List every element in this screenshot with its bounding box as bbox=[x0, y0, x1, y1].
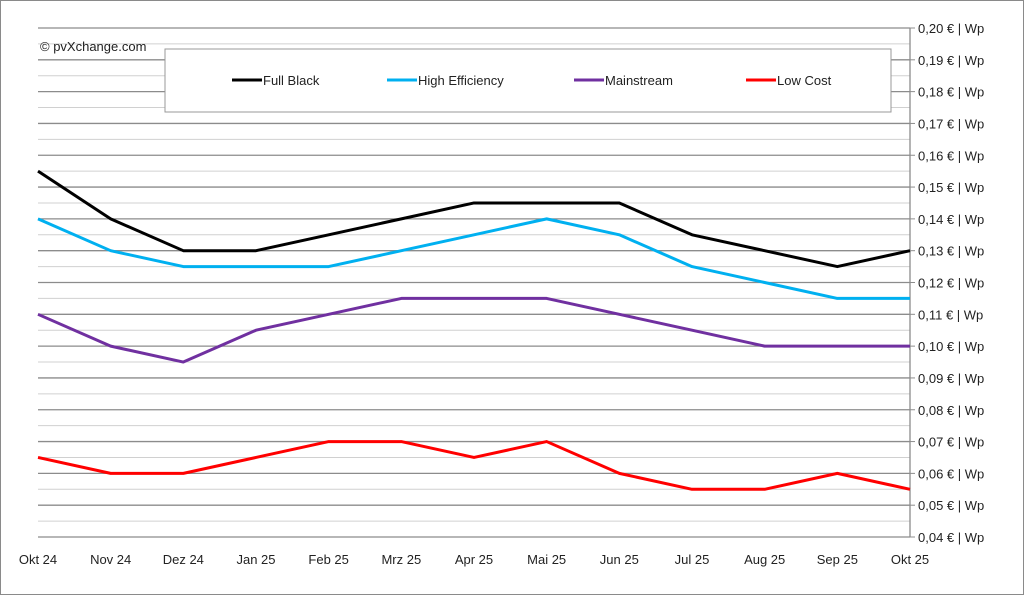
x-tick-label: Jul 25 bbox=[675, 552, 710, 567]
y-tick-label: 0,10 € | Wp bbox=[918, 339, 984, 354]
y-tick-label: 0,08 € | Wp bbox=[918, 403, 984, 418]
series-line-high-efficiency bbox=[37, 217, 910, 300]
legend-label: Full Black bbox=[263, 73, 320, 88]
y-tick-label: 0,17 € | Wp bbox=[918, 116, 984, 131]
x-tick-label: Aug 25 bbox=[744, 552, 785, 567]
x-tick-label: Okt 25 bbox=[891, 552, 929, 567]
legend: Full Black High Efficiency Mainstream Low C… bbox=[164, 48, 892, 113]
series-line-low-cost bbox=[37, 440, 911, 491]
y-tick-label: 0,05 € | Wp bbox=[918, 498, 984, 513]
y-tick-label: 0,04 € | Wp bbox=[918, 530, 984, 545]
y-axis-ticks: 0,04 € | Wp 0,05 € | Wp 0,06 € | Wp 0,07 € … bbox=[910, 21, 984, 545]
x-tick-label: Jan 25 bbox=[236, 552, 275, 567]
x-tick-label: Apr 25 bbox=[455, 552, 493, 567]
x-tick-label: Jun 25 bbox=[600, 552, 639, 567]
x-tick-label: Dez 24 bbox=[163, 552, 204, 567]
y-tick-label: 0,13 € | Wp bbox=[918, 244, 984, 259]
legend-label: Low Cost bbox=[777, 73, 832, 88]
x-tick-label: Okt 24 bbox=[19, 552, 57, 567]
series-lines bbox=[37, 169, 911, 491]
series-line-full-black bbox=[37, 169, 911, 269]
x-tick-label: Sep 25 bbox=[817, 552, 858, 567]
x-tick-label: Nov 24 bbox=[90, 552, 131, 567]
y-tick-label: 0,15 € | Wp bbox=[918, 180, 984, 195]
x-axis-ticks: Okt 24 Nov 24 Dez 24 Jan 25 Feb 25 Mrz 25 Apr … bbox=[19, 552, 929, 567]
x-tick-label: Mai 25 bbox=[527, 552, 566, 567]
legend-label: Mainstream bbox=[605, 73, 673, 88]
y-tick-label: 0,20 € | Wp bbox=[918, 21, 984, 36]
series-line-mainstream bbox=[37, 296, 910, 364]
y-tick-label: 0,11 € | Wp bbox=[918, 307, 983, 322]
watermark: © pvXchange.com bbox=[40, 39, 146, 54]
legend-label: High Efficiency bbox=[418, 73, 504, 88]
y-tick-label: 0,07 € | Wp bbox=[918, 435, 984, 450]
y-tick-label: 0,14 € | Wp bbox=[918, 212, 984, 227]
x-tick-label: Feb 25 bbox=[308, 552, 348, 567]
x-tick-label: Mrz 25 bbox=[381, 552, 421, 567]
y-tick-label: 0,06 € | Wp bbox=[918, 466, 984, 481]
y-tick-label: 0,09 € | Wp bbox=[918, 371, 984, 386]
y-tick-label: 0,16 € | Wp bbox=[918, 148, 984, 163]
y-tick-label: 0,12 € | Wp bbox=[918, 276, 984, 291]
y-tick-label: 0,19 € | Wp bbox=[918, 53, 984, 68]
y-tick-label: 0,18 € | Wp bbox=[918, 85, 984, 100]
